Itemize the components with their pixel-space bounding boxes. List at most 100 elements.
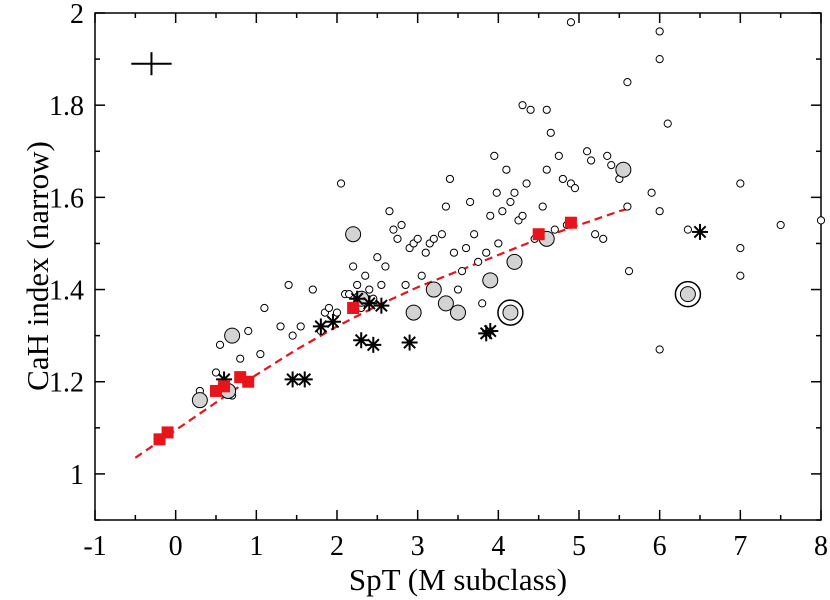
open-circle-point [582, 147, 592, 156]
y-tick-label: 1.4 [49, 276, 84, 307]
open-circle-point [542, 165, 551, 174]
open-circle-point [603, 151, 612, 160]
asterisk-stroke [366, 338, 380, 352]
y-tick-label: 1.6 [49, 183, 84, 214]
open-circle-point [607, 161, 616, 170]
red-square-point [153, 433, 166, 446]
ringed-circle-inner [502, 304, 519, 321]
data-marks [153, 18, 826, 446]
open-circle-point [490, 151, 499, 160]
y-axis-title: CaH index (narrow) [20, 141, 55, 391]
open-circle-point [421, 248, 430, 257]
asterisk-point [312, 318, 329, 335]
open-circle-point [482, 248, 491, 257]
open-circle-point [336, 179, 346, 188]
open-circle-point [736, 179, 745, 188]
open-circle-point [449, 248, 459, 257]
asterisk-stroke [483, 324, 497, 338]
x-tick-label: -1 [83, 531, 106, 562]
red-square-point [347, 301, 360, 314]
asterisk-point [365, 336, 382, 353]
open-circle-point [349, 262, 358, 271]
open-circle-point [736, 271, 745, 280]
open-circle-point [599, 234, 608, 243]
open-circle-point [445, 174, 455, 184]
open-circle-point [554, 151, 563, 160]
open-circle-point [623, 78, 632, 87]
open-circle-point [510, 188, 519, 197]
gray-circle-point [482, 272, 499, 289]
open-circle-point [776, 220, 785, 230]
red-square-point [532, 228, 545, 241]
red-square-point [564, 216, 577, 229]
open-circle-point [498, 207, 507, 216]
gray-circle-point [345, 226, 362, 243]
x-tick-label: 5 [572, 531, 586, 562]
asterisk-stroke [693, 225, 707, 239]
open-circle-point [429, 234, 438, 243]
open-circle-point [373, 253, 382, 262]
open-circle-point [461, 243, 471, 253]
open-circle-point [381, 262, 390, 271]
x-tick-label: 0 [169, 531, 183, 562]
open-circle-point [361, 271, 370, 280]
open-circle-point [256, 349, 265, 359]
asterisk-point [361, 295, 378, 312]
open-circle-point [353, 280, 362, 290]
gray-circle-point [224, 327, 241, 344]
open-circle-point [683, 225, 693, 234]
open-circle-point [296, 322, 305, 331]
open-circle-point [518, 101, 527, 110]
plot-frame [94, 12, 822, 521]
y-tick-label: 2 [70, 0, 84, 30]
open-circle-point [244, 326, 253, 336]
fit-curve-layer [134, 207, 628, 459]
open-circle-point [401, 280, 410, 290]
asterisk-point [296, 371, 313, 388]
ringed-circle-inner [679, 286, 696, 303]
asterisk-stroke [362, 297, 376, 310]
x-tick-label: 7 [733, 531, 747, 562]
gray-circle-point [437, 295, 454, 312]
y-tick-label: 1.8 [49, 91, 84, 122]
error-bar-layer [131, 52, 172, 76]
open-circle-point [736, 243, 745, 253]
open-circle-point [647, 188, 656, 197]
open-circle-point [308, 285, 317, 294]
y-tick-label: 1.2 [49, 368, 84, 399]
open-circle-point [506, 197, 515, 207]
open-circle-point [502, 165, 511, 174]
axis-ticks [94, 12, 822, 521]
gray-circle-point [405, 304, 422, 321]
open-circle-point [324, 303, 334, 313]
open-circle-point [453, 285, 463, 294]
open-circle-point [542, 105, 551, 114]
open-circle-point [623, 202, 632, 211]
open-circle-point [215, 340, 225, 349]
open-circle-point [332, 308, 342, 317]
open-circle-point [522, 179, 531, 188]
asterisk-stroke [354, 333, 368, 347]
asterisk-stroke [286, 373, 299, 386]
open-circle-point [260, 303, 269, 313]
open-circle-point [478, 299, 487, 308]
x-tick-label: 6 [653, 531, 667, 562]
x-axis-title: SpT (M subclass) [349, 562, 567, 597]
open-circle-point [284, 280, 293, 290]
asterisk-point [401, 334, 418, 351]
x-tick-label: 8 [814, 531, 828, 562]
open-circle-point [437, 230, 446, 239]
open-circle-point [413, 234, 422, 243]
open-circle-point [587, 156, 596, 165]
open-circle-point [466, 197, 475, 207]
x-tick-label: 2 [330, 531, 344, 562]
x-tick-label: 1 [249, 531, 263, 562]
open-circle-point [276, 322, 285, 331]
asterisk-stroke [326, 315, 340, 329]
open-circle-point [655, 54, 664, 64]
asterisk-point [353, 332, 370, 349]
gray-circle-point [450, 304, 466, 321]
open-circle-point [655, 345, 664, 354]
open-circle-point [655, 207, 664, 216]
